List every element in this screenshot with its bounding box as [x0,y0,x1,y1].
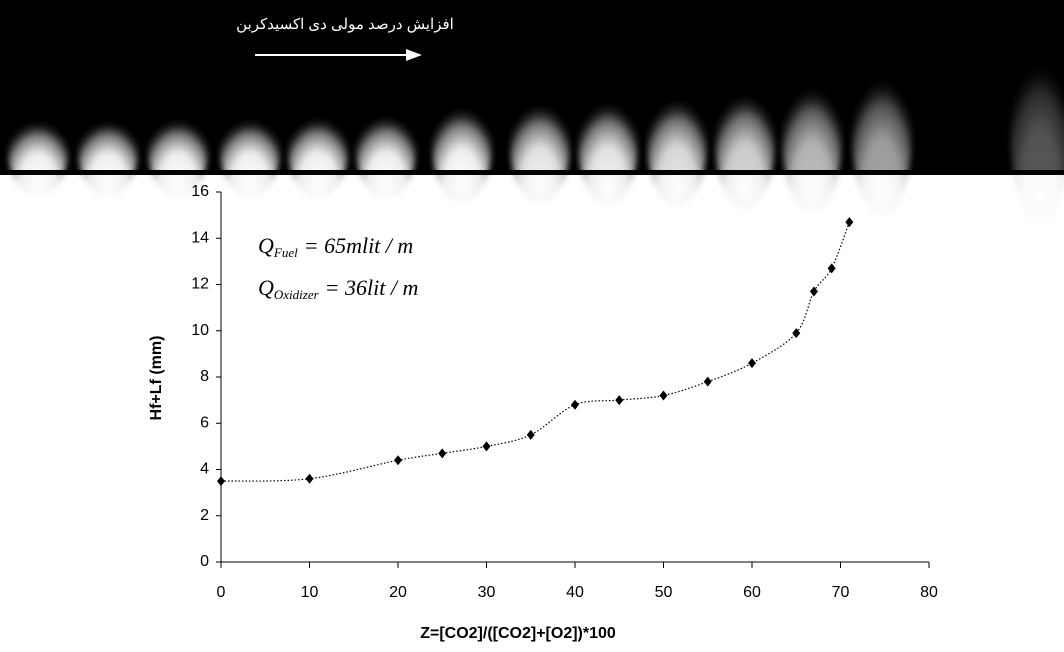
flame [852,51,912,216]
x-tick-label: 10 [301,584,319,601]
y-tick-label: 4 [200,461,209,478]
x-axis-label: Z=[CO2]/([CO2]+[O2])*100 [420,625,616,642]
flame [288,101,348,198]
flame [578,81,638,205]
annotation-symbol: Q [258,275,274,300]
x-tick-label: 50 [655,584,673,601]
x-tick-label: 80 [920,584,938,601]
data-point [748,358,756,369]
y-tick-label: 14 [191,229,209,246]
data-point [792,328,801,339]
x-tick-label: 60 [743,584,761,601]
x-tick-label: 40 [566,584,584,601]
data-point [659,390,668,401]
data-point [809,286,818,297]
data-point [703,376,712,387]
flame [432,88,492,203]
y-tick-label: 16 [191,183,209,200]
annotation-symbol: Q [258,233,274,258]
annotation-text: = 65mlit / m [304,233,414,258]
flame [510,84,570,204]
arrow-head [406,49,422,61]
data-point [438,448,447,459]
strip-bottom-edge [0,170,1064,175]
data-point [526,429,535,440]
strip-label: افزایش درصد مولی دی اکسیدکربن [236,16,454,33]
y-tick-label: 12 [191,276,209,293]
x-tick-label: 0 [217,584,226,601]
flame [356,99,416,199]
flame [782,62,842,212]
chart: Z=[CO2]/([CO2]+[O2])*100 Hf+Lf (mm) [148,336,616,643]
data-point [482,441,491,452]
x-tick-label: 70 [832,584,850,601]
data-point [305,473,314,484]
annotation-subscript: Fuel [273,245,298,260]
data-point [217,476,225,487]
annotation-subscript: Oxidizer [274,287,320,302]
y-tick-label: 10 [191,322,209,339]
data-point [571,399,579,410]
flame [1010,29,1064,224]
x-tick-label: 20 [389,584,407,601]
flame [78,106,138,196]
y-tick-label: 0 [200,553,209,570]
y-tick-label: 6 [200,414,209,431]
x-tick-label: 30 [478,584,496,601]
y-tick-label: 2 [200,507,209,524]
y-axis-label: Hf+Lf (mm) [148,336,165,421]
annotation: QFuel = 65mlit / m [258,233,413,260]
flame [220,103,280,197]
annotation-text: = 36lit / m [325,275,419,300]
flame [8,106,68,196]
data-line [220,221,850,482]
data-point [827,263,836,274]
y-tick-label: 8 [200,368,209,385]
annotation: QOxidizer = 36lit / m [258,275,418,302]
data-point [394,455,402,466]
flame [647,77,707,207]
data-point [845,217,854,228]
data-point [615,395,624,406]
flame-strip [0,0,1064,224]
flame [715,70,775,209]
